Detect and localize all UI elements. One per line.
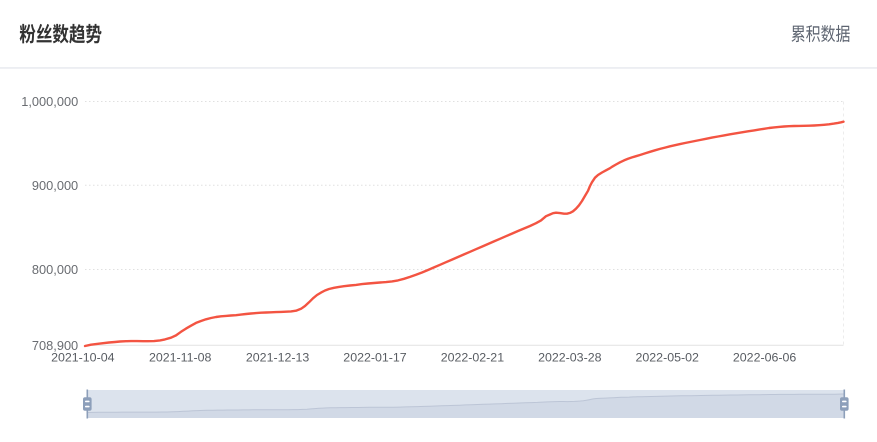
svg-text:800,000: 800,000 xyxy=(32,262,78,277)
svg-text:708,900: 708,900 xyxy=(32,338,78,353)
svg-text:2022-03-28: 2022-03-28 xyxy=(538,351,601,365)
svg-text:900,000: 900,000 xyxy=(32,178,78,193)
svg-text:2021-11-08: 2021-11-08 xyxy=(149,351,212,365)
svg-text:2022-06-06: 2022-06-06 xyxy=(733,351,796,365)
svg-text:2022-02-21: 2022-02-21 xyxy=(441,351,504,365)
svg-text:2021-10-04: 2021-10-04 xyxy=(51,351,114,365)
svg-text:2022-01-17: 2022-01-17 xyxy=(343,351,406,365)
svg-text:1,000,000: 1,000,000 xyxy=(21,94,78,109)
svg-text:2022-05-02: 2022-05-02 xyxy=(636,351,699,365)
svg-text:2021-12-13: 2021-12-13 xyxy=(246,351,309,365)
